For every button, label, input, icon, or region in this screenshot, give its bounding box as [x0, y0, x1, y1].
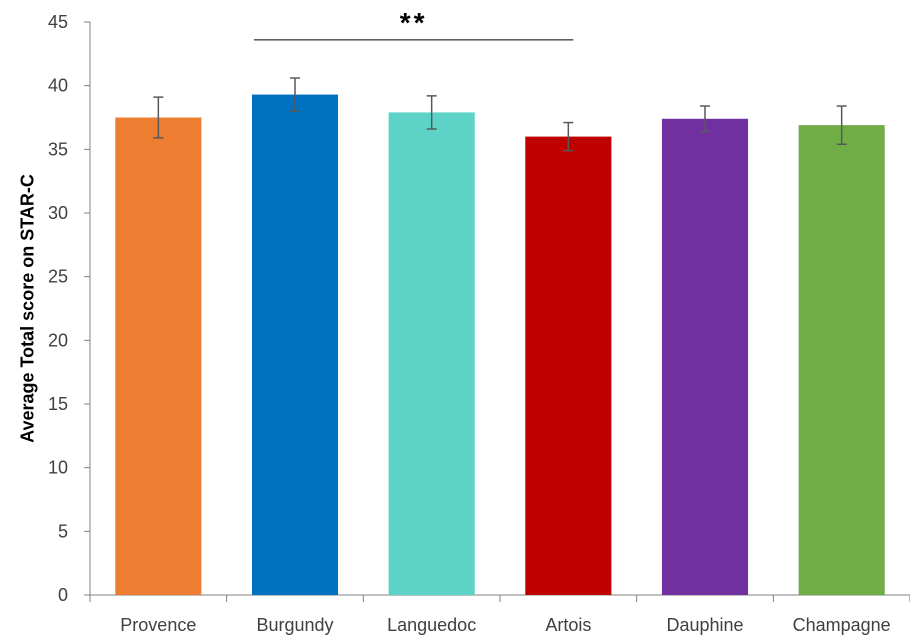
x-tick-label: Dauphine	[666, 615, 743, 635]
significance-label: **	[400, 7, 428, 38]
bar-champagne	[798, 125, 885, 595]
y-tick-label: 20	[48, 330, 68, 350]
x-tick-label: Artois	[545, 615, 591, 635]
axes: 0 5 10 15 20 25 30 35 40 45 Provence Burgundy Langue…	[48, 12, 910, 635]
y-tick-label: 35	[48, 139, 68, 159]
y-tick-label: 45	[48, 12, 68, 32]
x-tick-label: Champagne	[793, 615, 891, 635]
y-tick-label: 25	[48, 267, 68, 287]
bar-dauphine	[661, 118, 749, 596]
y-tick-label: 15	[48, 394, 68, 414]
x-tick-label: Languedoc	[387, 615, 476, 635]
bar-languedoc	[388, 112, 475, 595]
x-tick-label: Provence	[120, 615, 196, 635]
y-tick-label: 10	[48, 458, 68, 478]
bars	[115, 94, 885, 596]
y-tick-label: 40	[48, 76, 68, 96]
y-tick-label: 5	[58, 521, 68, 541]
x-tick-label: Burgundy	[256, 615, 333, 635]
error-bars	[153, 77, 847, 152]
bar-burgundy	[251, 94, 339, 595]
y-axis-title: Average Total score on STAR-C	[17, 174, 37, 443]
annotations: **	[253, 7, 574, 41]
bar-artois	[525, 136, 612, 595]
y-tick-label: 0	[58, 585, 68, 605]
bar-provence	[115, 117, 202, 595]
y-tick-label: 30	[48, 203, 68, 223]
